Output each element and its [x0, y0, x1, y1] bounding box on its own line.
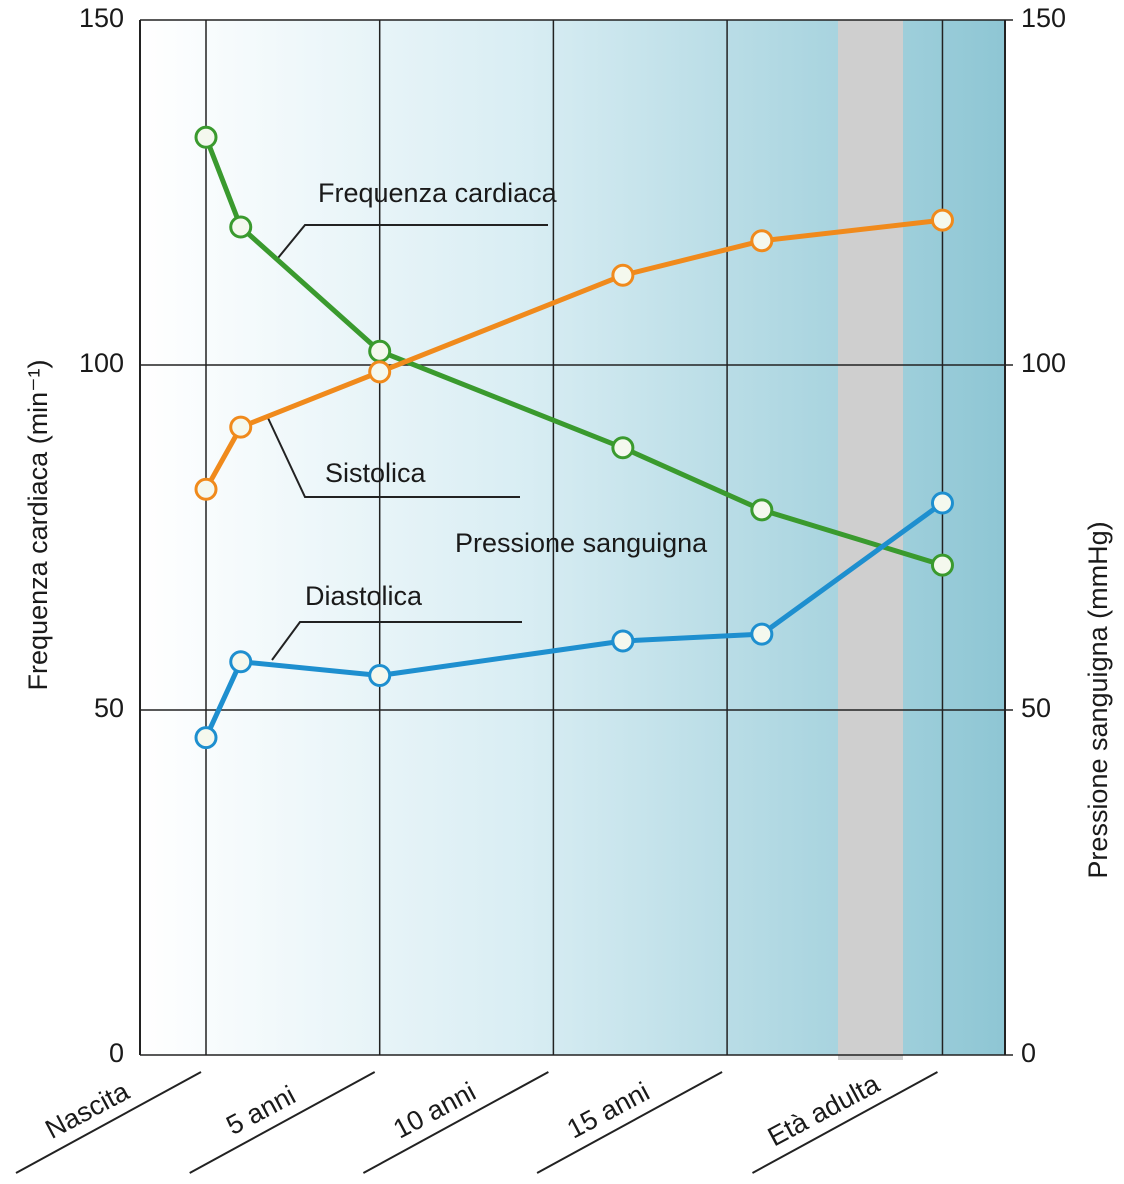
leader-line	[271, 621, 522, 661]
data-point	[368, 360, 392, 384]
y2-tick-label: 50	[1021, 693, 1051, 723]
leader-line	[267, 417, 520, 498]
data-point	[750, 498, 774, 522]
data-point	[194, 125, 218, 149]
x-tick	[362, 1071, 549, 1174]
x-tick	[751, 1071, 938, 1174]
x-tick	[15, 1071, 202, 1174]
data-point	[194, 477, 218, 501]
data-point	[611, 436, 635, 460]
data-point	[229, 215, 253, 239]
data-point	[194, 726, 218, 750]
y-tick-label: 100	[79, 348, 124, 378]
data-point	[368, 339, 392, 363]
y2-tick-label: 150	[1021, 3, 1066, 33]
y-tick-label: 150	[79, 3, 124, 33]
series-label: Diastolica	[305, 581, 423, 611]
y-axis-title: Frequenza cardiaca (min⁻¹)	[23, 360, 53, 691]
data-point	[930, 553, 954, 577]
series-line	[203, 500, 944, 739]
data-point	[611, 263, 635, 287]
data-point	[930, 491, 954, 515]
data-point	[229, 415, 253, 439]
x-tick	[189, 1071, 376, 1174]
y2-axis-title: Pressione sanguigna (mmHg)	[1083, 521, 1113, 878]
data-point	[229, 650, 253, 674]
data-point	[368, 664, 392, 687]
x-tick	[536, 1071, 723, 1174]
data-point	[750, 622, 774, 646]
data-point	[750, 229, 774, 253]
y-tick-label: 0	[109, 1038, 124, 1068]
series-line	[203, 136, 944, 568]
x-tick-label: 5 anni	[221, 1080, 300, 1141]
data-point	[611, 629, 635, 653]
y2-tick-label: 0	[1021, 1038, 1036, 1068]
series-line	[203, 217, 943, 491]
y2-tick-label: 100	[1021, 348, 1066, 378]
series-label: Frequenza cardiaca	[318, 178, 558, 208]
series-label: Sistolica	[325, 458, 427, 488]
leader-line	[277, 224, 548, 259]
annotation: Pressione sanguigna	[455, 528, 708, 558]
data-point	[930, 208, 954, 232]
y-tick-label: 50	[94, 693, 124, 723]
